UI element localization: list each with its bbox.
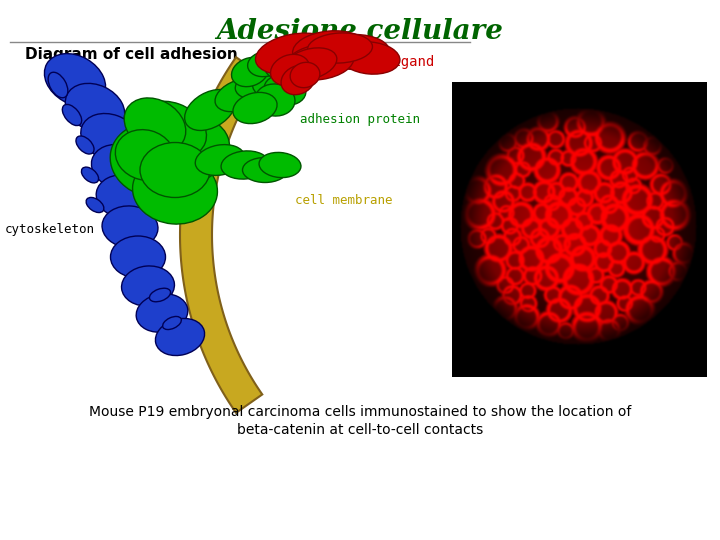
Ellipse shape bbox=[248, 51, 282, 77]
Ellipse shape bbox=[221, 151, 269, 179]
Ellipse shape bbox=[264, 75, 306, 105]
Ellipse shape bbox=[256, 33, 335, 75]
Ellipse shape bbox=[287, 44, 354, 80]
Ellipse shape bbox=[232, 57, 269, 87]
Ellipse shape bbox=[150, 117, 230, 183]
Ellipse shape bbox=[233, 92, 277, 124]
Ellipse shape bbox=[243, 158, 287, 183]
Ellipse shape bbox=[110, 122, 199, 198]
Text: adhesion protein: adhesion protein bbox=[300, 113, 420, 126]
Ellipse shape bbox=[86, 198, 104, 213]
Ellipse shape bbox=[290, 62, 320, 87]
Polygon shape bbox=[180, 57, 262, 413]
Text: cytoskeleton: cytoskeleton bbox=[5, 224, 95, 237]
Ellipse shape bbox=[215, 78, 265, 112]
Ellipse shape bbox=[136, 294, 188, 332]
Bar bbox=[452, 82, 707, 377]
Text: cell membrane: cell membrane bbox=[295, 193, 392, 206]
Ellipse shape bbox=[259, 152, 301, 178]
Ellipse shape bbox=[195, 145, 245, 176]
Ellipse shape bbox=[340, 42, 400, 74]
Ellipse shape bbox=[140, 143, 210, 198]
Text: beta-catenin at cell-to-cell contacts: beta-catenin at cell-to-cell contacts bbox=[237, 423, 483, 437]
Ellipse shape bbox=[265, 57, 295, 79]
Ellipse shape bbox=[81, 167, 99, 183]
Ellipse shape bbox=[110, 236, 166, 278]
Ellipse shape bbox=[122, 266, 174, 306]
Ellipse shape bbox=[125, 98, 186, 152]
Ellipse shape bbox=[283, 48, 337, 80]
Ellipse shape bbox=[156, 319, 204, 355]
Ellipse shape bbox=[281, 65, 315, 94]
Text: Adesione cellulare: Adesione cellulare bbox=[217, 18, 503, 45]
Ellipse shape bbox=[163, 316, 181, 329]
Ellipse shape bbox=[184, 90, 235, 131]
Ellipse shape bbox=[66, 83, 125, 133]
Ellipse shape bbox=[96, 175, 154, 219]
Ellipse shape bbox=[102, 206, 158, 248]
Ellipse shape bbox=[63, 104, 81, 126]
Ellipse shape bbox=[255, 84, 295, 116]
Ellipse shape bbox=[307, 33, 372, 63]
Text: Mouse P19 embryonal carcinoma cells immunostained to show the location of: Mouse P19 embryonal carcinoma cells immu… bbox=[89, 405, 631, 419]
Ellipse shape bbox=[45, 53, 106, 106]
Ellipse shape bbox=[133, 101, 207, 159]
Text: ligand: ligand bbox=[385, 55, 436, 69]
Ellipse shape bbox=[320, 35, 390, 70]
Text: Diagram of cell adhesion: Diagram of cell adhesion bbox=[25, 47, 238, 62]
Ellipse shape bbox=[91, 145, 148, 190]
Ellipse shape bbox=[115, 130, 175, 180]
Ellipse shape bbox=[271, 55, 310, 86]
Ellipse shape bbox=[81, 113, 139, 160]
Ellipse shape bbox=[235, 71, 284, 99]
Ellipse shape bbox=[292, 31, 367, 69]
Ellipse shape bbox=[132, 156, 217, 224]
Ellipse shape bbox=[253, 71, 297, 99]
Ellipse shape bbox=[150, 288, 171, 302]
Ellipse shape bbox=[76, 136, 94, 154]
Ellipse shape bbox=[48, 72, 68, 98]
